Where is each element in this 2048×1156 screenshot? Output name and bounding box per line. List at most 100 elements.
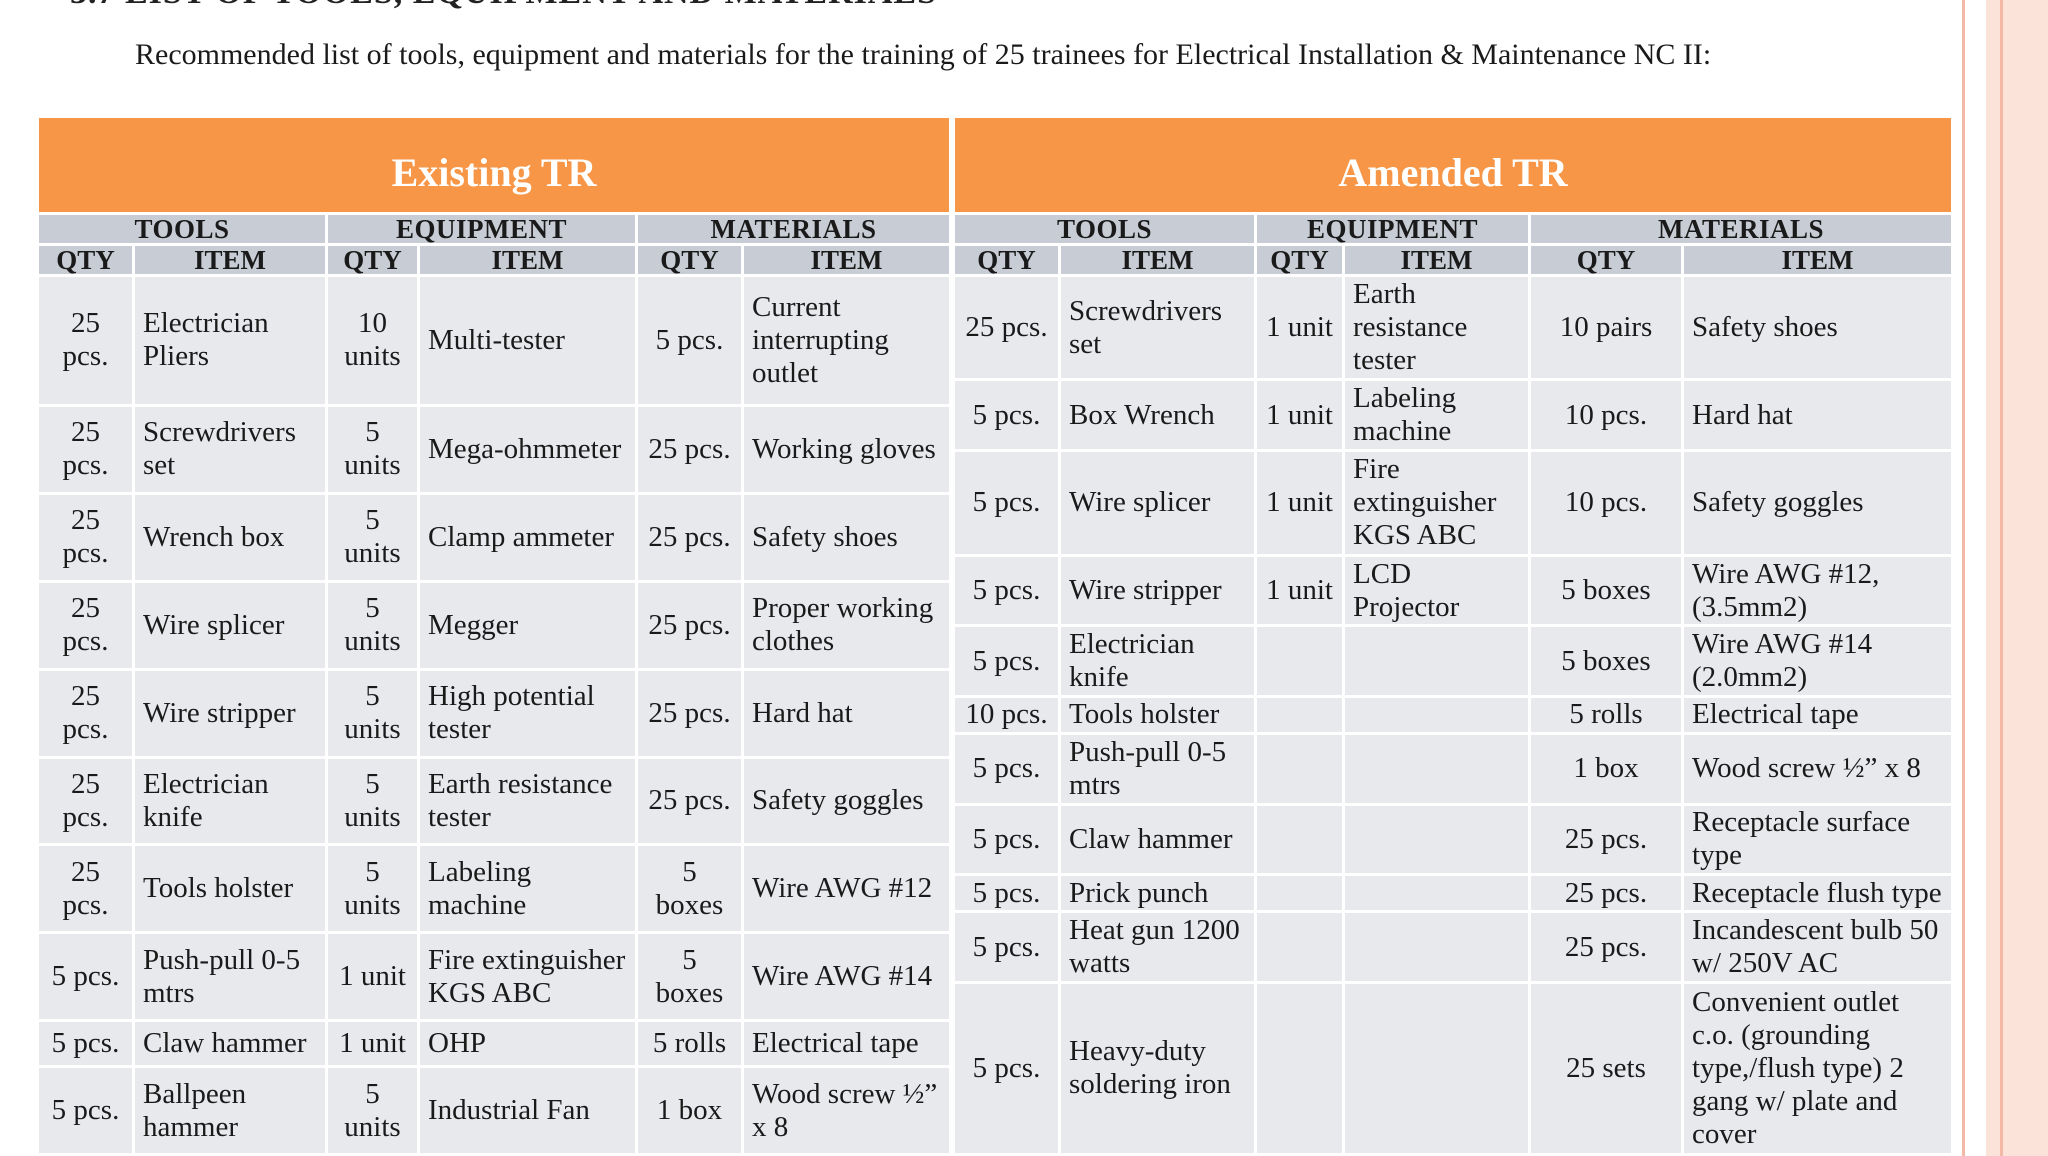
item-cell: Tools holster xyxy=(1058,695,1258,735)
existing-tr-title: Existing TR xyxy=(35,115,953,215)
amended-col-qty: QTY xyxy=(1528,243,1685,277)
item-cell: Safety shoes xyxy=(740,491,953,583)
table-row: 25 pcs. Screwdrivers set 1 unit Earth resis… xyxy=(952,273,1955,382)
amended-col-item: ITEM xyxy=(1342,243,1532,277)
qty-cell: 25 pcs. xyxy=(36,579,135,671)
item-cell: Screwdrivers set xyxy=(132,403,328,495)
item-cell: Current interrupting outlet xyxy=(740,274,953,407)
item-cell: Hard hat xyxy=(740,667,953,759)
table-row: 25 pcs. Wire splicer 5 units Megger 25 pcs. P… xyxy=(36,579,953,671)
item-cell: Fire extinguisher KGS ABC xyxy=(1342,449,1532,557)
item-cell: Electrical tape xyxy=(740,1019,953,1069)
qty-cell: 5 rolls xyxy=(635,1019,744,1069)
qty-cell: 5 boxes xyxy=(635,931,744,1023)
amended-materials-header: MATERIALS xyxy=(1528,212,1955,246)
qty-cell: 5 pcs. xyxy=(36,931,135,1023)
qty-cell: 5 units xyxy=(325,755,420,847)
item-cell: Safety goggles xyxy=(740,755,953,847)
item-cell: Push-pull 0-5 mtrs xyxy=(1058,731,1258,806)
qty-cell: 5 pcs. xyxy=(952,731,1062,806)
existing-col-item: ITEM xyxy=(740,243,953,277)
item-cell: Wood screw ½” x 8 xyxy=(740,1065,953,1156)
qty-cell: 1 box xyxy=(635,1065,744,1156)
qty-cell: 25 pcs. xyxy=(635,579,744,671)
qty-cell: 5 pcs. xyxy=(36,1065,135,1156)
qty-cell: 1 unit xyxy=(1254,553,1346,628)
item-cell: Tools holster xyxy=(132,843,328,935)
item-cell: Receptacle flush type xyxy=(1681,873,1955,914)
qty-cell: 25 pcs. xyxy=(635,755,744,847)
qty-cell: 5 pcs. xyxy=(952,449,1062,557)
qty-cell: 1 unit xyxy=(1254,449,1346,557)
qty-cell xyxy=(1254,624,1346,699)
table-row: 25 pcs. Tools holster 5 units Labeling mach… xyxy=(36,843,953,935)
qty-cell: 5 pcs. xyxy=(952,378,1062,453)
table-row: 25 pcs. Wire stripper 5 units High potentia… xyxy=(36,667,953,759)
table-row: 10 pcs. Tools holster 5 rolls Electrical ta… xyxy=(952,695,1955,735)
qty-cell: 25 pcs. xyxy=(36,491,135,583)
item-cell: Safety goggles xyxy=(1681,449,1955,557)
qty-cell: 25 pcs. xyxy=(36,755,135,847)
table-row: 5 pcs. Claw hammer 25 pcs. Receptacle surfa… xyxy=(952,802,1955,877)
qty-cell: 5 pcs. xyxy=(952,553,1062,628)
item-cell xyxy=(1342,624,1532,699)
amended-tools-header: TOOLS xyxy=(952,212,1258,246)
item-cell: Wood screw ½” x 8 xyxy=(1681,731,1955,806)
amended-equipment-header: EQUIPMENT xyxy=(1254,212,1532,246)
table-row: 25 pcs. Wrench box 5 units Clamp ammeter 25 … xyxy=(36,491,953,583)
table-row: 5 pcs. Box Wrench 1 unit Labeling machine 10… xyxy=(952,378,1955,453)
item-cell: Push-pull 0-5 mtrs xyxy=(132,931,328,1023)
amended-tr-table: Amended TR TOOLS EQUIPMENT MATERIALS QTY… xyxy=(952,115,1955,1156)
item-cell: Fire extinguisher KGS ABC xyxy=(417,931,638,1023)
amended-col-qty: QTY xyxy=(952,243,1062,277)
item-cell: Wire splicer xyxy=(1058,449,1258,557)
frame-line xyxy=(2000,0,2003,1156)
qty-cell: 25 pcs. xyxy=(36,403,135,495)
item-cell: Receptacle surface type xyxy=(1681,802,1955,877)
qty-cell: 5 pcs. xyxy=(952,980,1062,1156)
item-cell: Heavy-duty soldering iron xyxy=(1058,980,1258,1156)
qty-cell: 5 units xyxy=(325,1065,420,1156)
qty-cell: 5 pcs. xyxy=(952,802,1062,877)
qty-cell: 1 box xyxy=(1528,731,1685,806)
qty-cell: 5 pcs. xyxy=(952,873,1062,914)
item-cell: Electrical tape xyxy=(1681,695,1955,735)
item-cell: Screwdrivers set xyxy=(1058,273,1258,382)
item-cell: Electrician knife xyxy=(1058,624,1258,699)
existing-col-qty: QTY xyxy=(36,243,135,277)
qty-cell: 5 rolls xyxy=(1528,695,1685,735)
qty-cell: 25 pcs. xyxy=(36,843,135,935)
qty-cell: 1 unit xyxy=(1254,273,1346,382)
qty-cell: 25 pcs. xyxy=(635,491,744,583)
table-row: 5 pcs. Prick punch 25 pcs. Receptacle flush… xyxy=(952,873,1955,914)
qty-cell: 25 sets xyxy=(1528,980,1685,1156)
qty-cell: 5 pcs. xyxy=(952,910,1062,984)
item-cell: Labeling machine xyxy=(417,843,638,935)
qty-cell: 5 units xyxy=(325,403,420,495)
amended-col-qty: QTY xyxy=(1254,243,1346,277)
item-cell: High potential tester xyxy=(417,667,638,759)
qty-cell xyxy=(1254,873,1346,914)
item-cell: Wire splicer xyxy=(132,579,328,671)
existing-equipment-header: EQUIPMENT xyxy=(325,212,638,246)
table-row: 5 pcs. Push-pull 0-5 mtrs 1 unit Fire extin… xyxy=(36,931,953,1023)
item-cell: Multi-tester xyxy=(417,274,638,407)
table-row: 5 pcs. Wire stripper 1 unit LCD Projector 5 … xyxy=(952,553,1955,628)
tables-container: Existing TR TOOLS EQUIPMENT MATERIALS QT… xyxy=(35,115,1955,1156)
item-cell xyxy=(1342,873,1532,914)
item-cell: Box Wrench xyxy=(1058,378,1258,453)
qty-cell: 5 units xyxy=(325,667,420,759)
qty-cell: 10 pcs. xyxy=(1528,378,1685,453)
table-row: 25 pcs. Electrician knife 5 units Earth res… xyxy=(36,755,953,847)
existing-col-qty: QTY xyxy=(325,243,420,277)
item-cell: Heat gun 1200 watts xyxy=(1058,910,1258,984)
intro-text: Recommended list of tools, equipment and… xyxy=(135,38,1712,71)
qty-cell xyxy=(1254,731,1346,806)
item-cell: Wire stripper xyxy=(132,667,328,759)
table-row: 5 pcs. Ballpeen hammer 5 units Industrial F… xyxy=(36,1065,953,1156)
qty-cell: 25 pcs. xyxy=(952,273,1062,382)
amended-col-item: ITEM xyxy=(1681,243,1955,277)
qty-cell: 25 pcs. xyxy=(635,667,744,759)
item-cell: Claw hammer xyxy=(132,1019,328,1069)
qty-cell: 25 pcs. xyxy=(1528,873,1685,914)
